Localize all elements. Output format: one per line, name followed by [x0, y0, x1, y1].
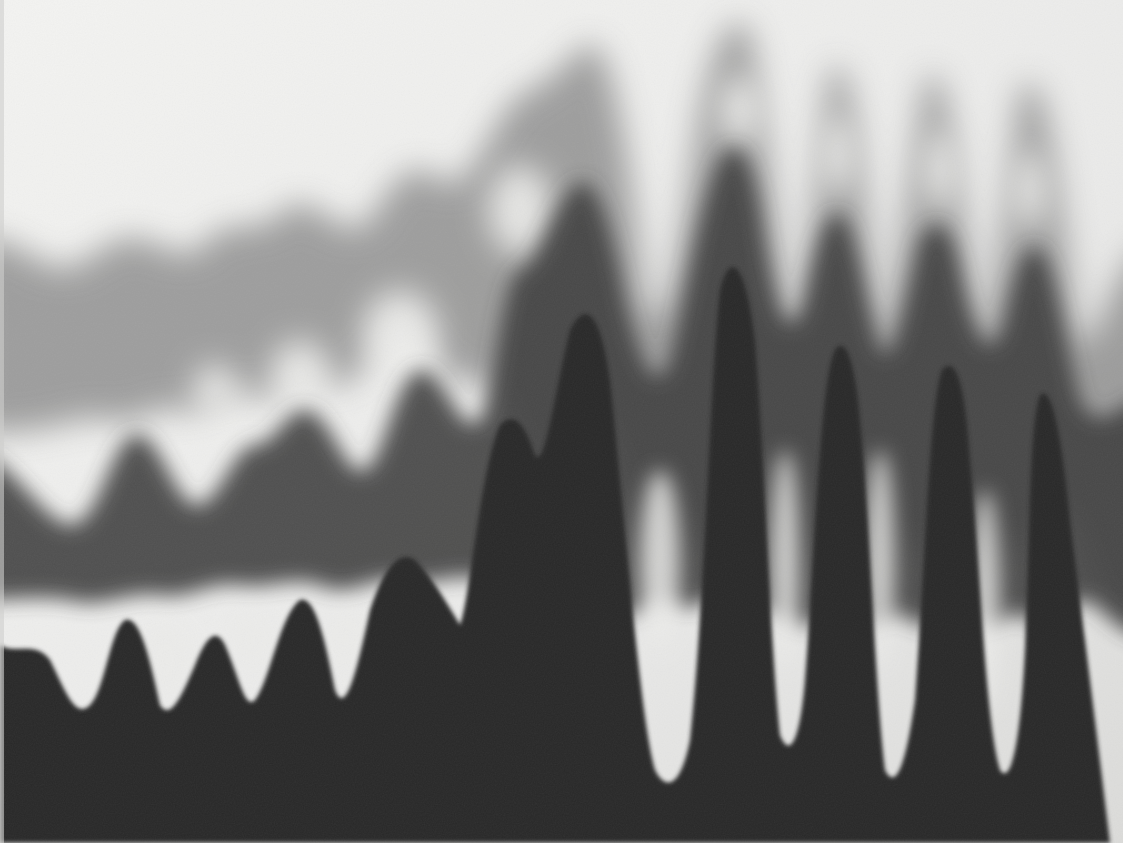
left-edge-shadow: [0, 0, 4, 843]
